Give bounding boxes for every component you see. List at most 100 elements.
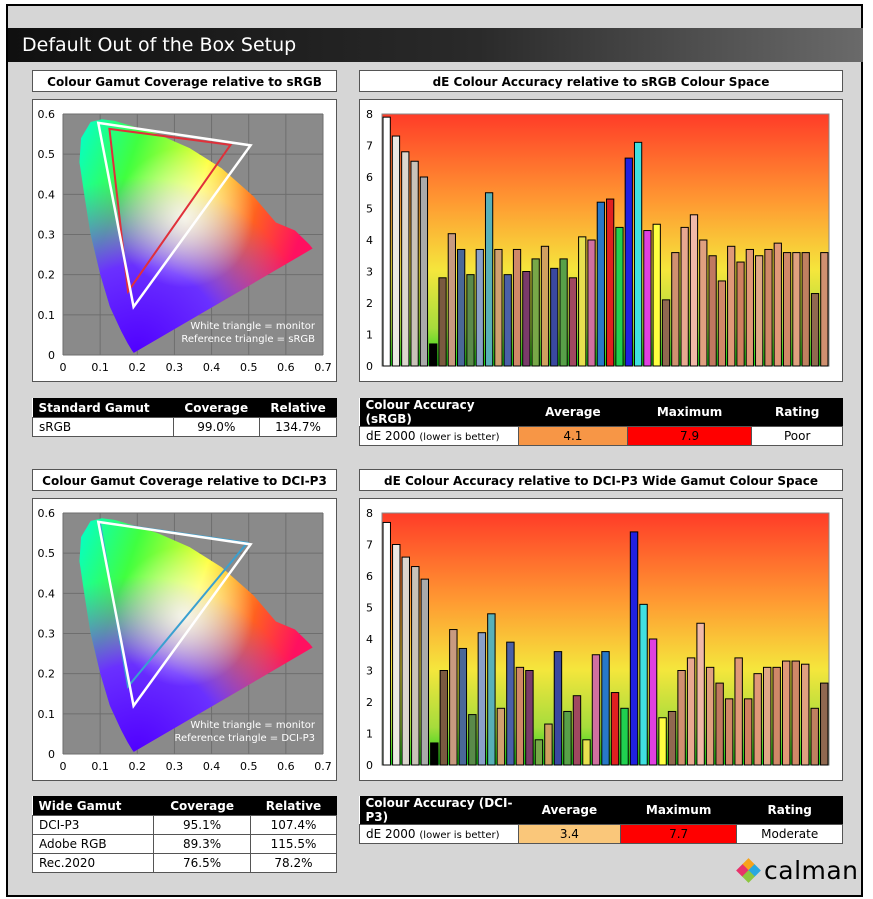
y-tick-label: 5 [366, 203, 373, 216]
bar [782, 252, 792, 367]
bar [512, 248, 522, 367]
coverage-value: 89.3% [153, 834, 251, 854]
bar [563, 710, 572, 766]
bar [477, 632, 487, 766]
x-tick-label: 0.1 [91, 760, 109, 773]
legend-note: Reference triangle = DCI-P3 [175, 733, 315, 744]
bar [705, 666, 715, 766]
table-row: sRGB 99.0% 134.7% [32, 417, 337, 437]
bar [727, 245, 736, 367]
bar [401, 556, 410, 766]
bar [736, 261, 745, 367]
y-tick-label: 0 [48, 748, 55, 761]
bar [466, 274, 475, 367]
bar [792, 252, 801, 367]
gamut-srgb-svg: 0 0.1 0.2 0.3 0.4 0.5 0.6 0.7 0 0.1 0.2 0.3 0.4 0.5 0.… [38, 108, 332, 374]
bar [544, 723, 553, 766]
bar [745, 248, 754, 367]
gamut-name: sRGB [32, 417, 174, 437]
bar [506, 641, 515, 766]
coverage-value: 95.1% [153, 815, 251, 835]
de-srgb-chart: 0 1 2 3 4 5 6 7 8 [359, 99, 843, 382]
x-tick-label: 0.5 [240, 361, 258, 374]
y-tick-label: 2 [366, 297, 373, 310]
spectral-locus-white [79, 119, 313, 353]
bar [430, 742, 439, 766]
accuracy-srgb-table: Colour Accuracy (sRGB) Average Maximum R… [359, 398, 843, 446]
bar [810, 707, 819, 766]
bar [449, 629, 458, 766]
gamut-dcip3-chart: 0 0.1 0.2 0.3 0.4 0.5 0.6 0.7 0 0.1 0.2 0.3 0.4 0.5 0.… [32, 498, 337, 781]
rating-value: Poor [751, 426, 843, 446]
de-dcip3-title: dE Colour Accuracy relative to DCI-P3 Wi… [359, 469, 843, 491]
y-tick-label: 3 [366, 266, 373, 279]
bar [568, 277, 578, 367]
bar [475, 248, 484, 367]
metric-note: (lower is better) [419, 830, 500, 841]
bar [525, 670, 534, 766]
y-tick-label: 5 [366, 602, 373, 615]
bar [540, 245, 550, 367]
gamut-srgb-title: Colour Gamut Coverage relative to sRGB [32, 70, 337, 92]
bar [671, 252, 680, 367]
de-srgb-svg: 0 1 2 3 4 5 6 7 8 [366, 108, 830, 373]
x-tick-label: 0 [60, 361, 67, 374]
y-tick-label: 6 [366, 570, 373, 583]
bar [496, 707, 506, 766]
table-row: Rec.2020 76.5% 78.2% [31, 853, 338, 873]
bar [680, 226, 689, 367]
bar [392, 544, 401, 766]
calman-logo: calman [736, 856, 859, 885]
bar [624, 157, 633, 367]
bar [753, 673, 762, 766]
accuracy-dcip3-table: Colour Accuracy (DCI-P3) Average Maximum… [359, 796, 843, 844]
metric-label: dE 2000 (lower is better) [359, 426, 519, 446]
bar [781, 660, 791, 766]
y-tick-label: 2 [366, 696, 373, 709]
bar [439, 670, 449, 766]
bar [658, 717, 667, 766]
y-tick-label: 0.3 [38, 229, 56, 242]
bar [661, 299, 671, 367]
bar [677, 670, 686, 766]
bar [801, 663, 810, 766]
y-tick-label: 1 [366, 728, 373, 741]
col-header: Wide Gamut [32, 796, 154, 816]
bar [457, 248, 466, 367]
y-tick-label: 0 [366, 360, 373, 373]
coverage-value: 76.5% [153, 853, 251, 873]
bar [601, 651, 610, 766]
bar [401, 151, 410, 367]
table-row: dE 2000 (lower is better) 3.4 7.7 Modera… [359, 824, 843, 844]
x-tick-label: 0.3 [166, 361, 184, 374]
bar [503, 274, 512, 367]
y-tick-label: 0.2 [38, 668, 56, 681]
bar [522, 271, 531, 367]
x-tick-label: 0.4 [203, 361, 221, 374]
col-header: Colour Accuracy (sRGB) [359, 398, 519, 427]
report-frame: Default Out of the Box Setup Colour Gamu… [6, 4, 863, 897]
bar [773, 242, 782, 367]
gamut-name: Rec.2020 [31, 853, 155, 873]
bar [419, 176, 429, 367]
average-value: 4.1 [518, 426, 628, 446]
bar [410, 160, 419, 367]
x-tick-label: 0.2 [129, 361, 147, 374]
bar [772, 666, 781, 766]
de-srgb-title: dE Colour Accuracy relative to sRGB Colo… [359, 70, 843, 92]
bar [606, 198, 615, 367]
relative-value: 134.7% [259, 417, 337, 437]
col-header: Rating [736, 796, 843, 825]
x-tick-label: 0.7 [314, 760, 332, 773]
col-header: Relative [250, 796, 337, 816]
table-row: dE 2000 (lower is better) 4.1 7.9 Poor [359, 426, 843, 446]
bar [696, 622, 705, 766]
bar [429, 343, 438, 367]
bar [553, 651, 563, 766]
bar [801, 252, 810, 367]
bar [468, 714, 477, 766]
bar [411, 566, 420, 766]
bar [643, 230, 652, 367]
bar [648, 638, 658, 766]
rating-value: Moderate [736, 824, 843, 844]
